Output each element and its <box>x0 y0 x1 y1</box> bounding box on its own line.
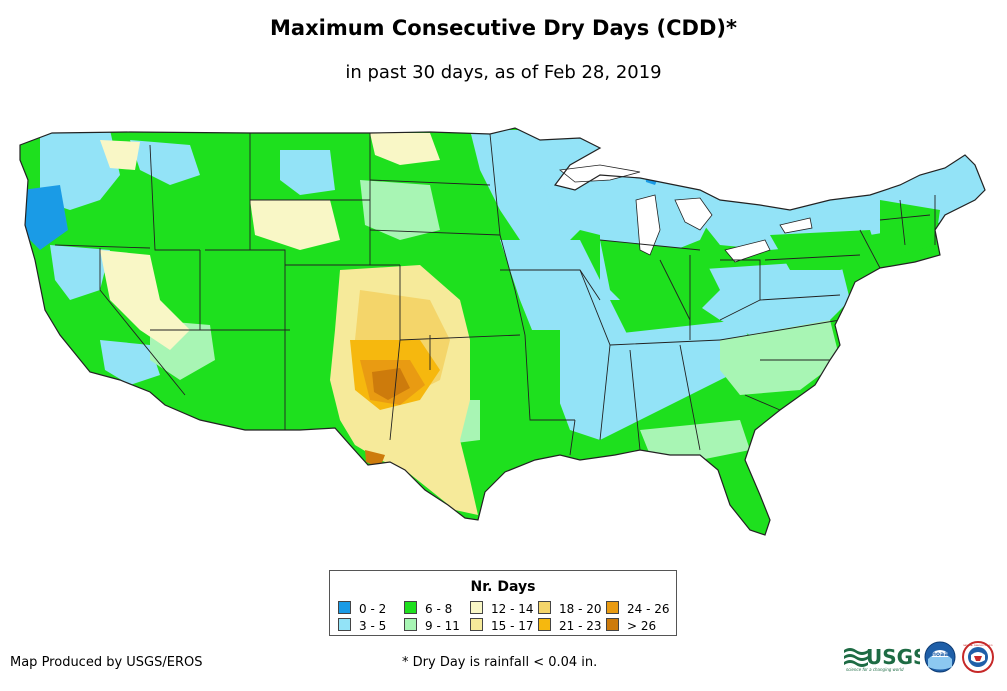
legend-label: 3 - 5 <box>359 619 387 633</box>
legend-swatch <box>338 601 351 614</box>
state-borders <box>54 133 936 456</box>
legend-item: 6 - 8 <box>404 601 453 616</box>
legend-item: 0 - 2 <box>338 601 387 616</box>
legend-item: 9 - 11 <box>404 618 460 633</box>
legend-swatch <box>338 618 351 631</box>
map-subtitle: in past 30 days, as of Feb 28, 2019 <box>345 62 662 83</box>
noaa-wordmark: noaa <box>932 651 949 658</box>
legend-item: 18 - 20 <box>538 601 602 616</box>
legend-title: Nr. Days <box>470 579 536 595</box>
nws-logo: NATIONAL WEATHER SERVICE <box>962 641 994 673</box>
legend-item: 24 - 26 <box>606 601 670 616</box>
legend-swatch <box>606 601 619 614</box>
legend-label: 6 - 8 <box>425 602 453 616</box>
usgs-tagline: science for a changing world <box>846 667 904 672</box>
legend-item: 12 - 14 <box>470 601 534 616</box>
legend-swatch <box>606 618 619 631</box>
usgs-wordmark: USGS <box>866 645 920 669</box>
legend-label: 12 - 14 <box>491 602 534 616</box>
noaa-logo: noaa <box>924 641 956 673</box>
legend-label: > 26 <box>627 619 657 633</box>
footnote-text: * Dry Day is rainfall < 0.04 in. <box>402 655 598 670</box>
legend-swatch <box>470 601 483 614</box>
legend-swatch <box>470 618 483 631</box>
usgs-logo: USGS science for a changing world <box>844 645 920 672</box>
legend-label: 24 - 26 <box>627 602 670 616</box>
legend-label: 0 - 2 <box>359 602 387 616</box>
great-lakes <box>559 164 813 263</box>
legend-label: 21 - 23 <box>559 619 602 633</box>
legend-item: 21 - 23 <box>538 618 602 633</box>
legend-swatch <box>404 601 417 614</box>
map-title: Maximum Consecutive Dry Days (CDD)* <box>270 16 737 40</box>
nws-seal-text: NATIONAL WEATHER SERVICE <box>963 644 993 647</box>
legend-item: 15 - 17 <box>470 618 534 633</box>
credit-text: Map Produced by USGS/EROS <box>10 655 203 670</box>
legend-swatch <box>404 618 417 631</box>
legend-swatch <box>538 601 551 614</box>
legend-label: 9 - 11 <box>425 619 460 633</box>
legend-label: 15 - 17 <box>491 619 534 633</box>
legend-swatch <box>538 618 551 631</box>
legend-item: > 26 <box>606 618 657 633</box>
legend-item: 3 - 5 <box>338 618 387 633</box>
legend: Nr. Days 0 - 2 3 - 5 6 - 8 9 - 11 12 - 1… <box>329 570 677 636</box>
legend-label: 18 - 20 <box>559 602 602 616</box>
